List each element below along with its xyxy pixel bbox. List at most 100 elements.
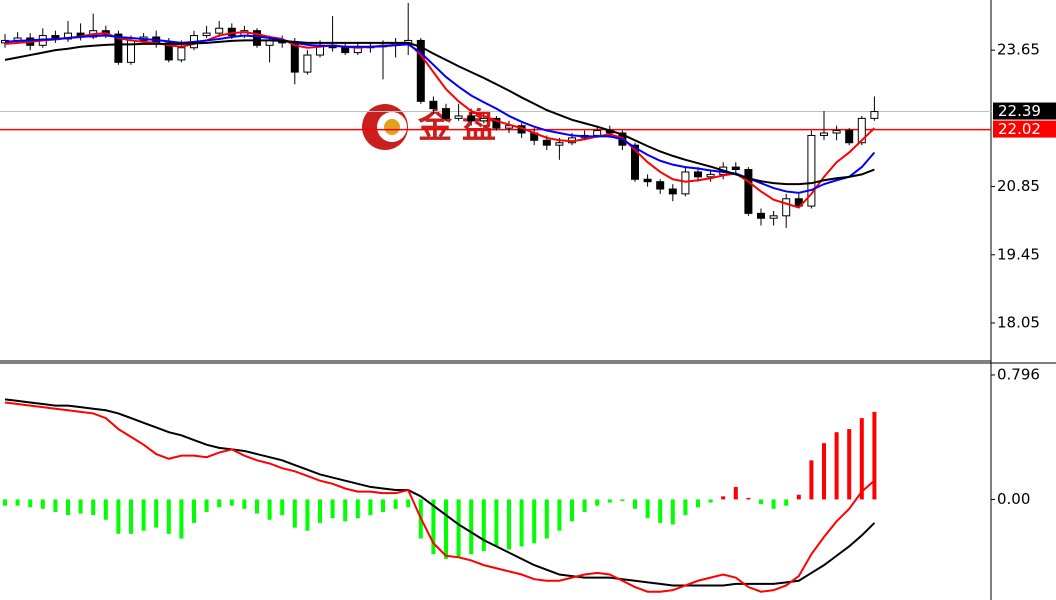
histogram-bar: [116, 499, 121, 534]
histogram-bar: [406, 499, 411, 508]
histogram-bar: [343, 499, 348, 522]
histogram-bar: [570, 499, 574, 522]
histogram-bar: [330, 499, 335, 519]
candle-body: [593, 130, 602, 136]
histogram-bar: [318, 499, 322, 523]
histogram-bar: [154, 499, 159, 528]
y-tick-label: 0.796: [997, 365, 1040, 383]
candle-body: [253, 30, 261, 46]
candle-body: [492, 117, 501, 129]
y-tick-label: 18.05: [997, 313, 1040, 331]
candle-body: [769, 215, 778, 219]
histogram-bar: [267, 499, 272, 520]
candle-body: [341, 47, 350, 54]
price-label: 22.39: [998, 102, 1041, 120]
histogram-bar: [645, 499, 650, 519]
histogram-bar: [129, 499, 133, 534]
histogram-bar: [759, 499, 763, 505]
candle-body: [744, 169, 753, 214]
histogram-bar: [582, 499, 587, 512]
histogram-bar: [859, 418, 864, 500]
price-label-box: [993, 102, 1056, 120]
histogram-bar: [91, 499, 96, 516]
y-tick-label: 23.65: [997, 41, 1040, 59]
histogram-bar: [393, 499, 398, 509]
histogram-bar: [381, 499, 385, 512]
candle-body: [807, 134, 816, 207]
candle-body: [303, 54, 312, 73]
candle-body: [832, 130, 841, 134]
candle-body: [820, 132, 828, 136]
candle-body: [416, 39, 425, 102]
histogram-bar: [507, 499, 511, 550]
histogram-bar: [229, 499, 234, 506]
candle-body: [782, 198, 791, 217]
histogram-bar: [557, 499, 562, 531]
histogram-bar: [784, 499, 789, 506]
histogram-bar: [179, 499, 184, 539]
watermark: 金盘: [417, 107, 506, 147]
histogram-bar: [355, 499, 360, 519]
histogram-bar: [847, 429, 852, 500]
moving-average: [4, 31, 876, 209]
y-tick-label: 19.45: [997, 245, 1040, 263]
y-tick-label: 20.85: [997, 177, 1040, 195]
histogram-bar: [204, 499, 209, 512]
candle-body: [454, 115, 463, 119]
histogram-bar: [733, 486, 738, 500]
histogram-bar: [469, 499, 474, 555]
candle-body: [177, 47, 186, 61]
histogram-bar: [822, 443, 826, 500]
histogram-bar: [872, 411, 877, 500]
candle-body: [429, 100, 438, 110]
histogram-bar: [280, 499, 285, 516]
histogram-bar: [670, 499, 675, 525]
candle-body: [757, 212, 765, 219]
histogram-bar: [696, 499, 700, 508]
candle-body: [215, 27, 224, 34]
histogram-bar: [544, 499, 549, 539]
histogram-bar: [192, 499, 196, 523]
candle-body: [668, 188, 677, 195]
histogram-bar: [292, 499, 297, 528]
candle-body: [857, 117, 866, 144]
candle-body: [542, 139, 551, 146]
histogram-bar: [444, 499, 448, 559]
histogram-bar: [633, 499, 637, 509]
histogram-bar: [255, 499, 259, 514]
histogram-bar: [305, 499, 310, 531]
y-tick-label: 0.00: [997, 490, 1030, 508]
histogram-bar: [78, 499, 83, 514]
macd-line: [4, 398, 876, 587]
histogram-bar: [141, 499, 146, 531]
histogram-bar: [683, 499, 688, 516]
candle-body: [555, 142, 564, 146]
macd-line: [4, 401, 876, 593]
histogram-bar: [519, 499, 524, 547]
histogram-bar: [242, 499, 247, 509]
histogram-bar: [721, 496, 726, 500]
histogram-bar: [3, 499, 7, 506]
candle-body: [694, 171, 702, 178]
moving-average: [4, 39, 875, 186]
candle-body: [290, 42, 299, 73]
logo: [362, 104, 408, 150]
histogram-bar: [494, 499, 499, 547]
histogram-bar: [368, 499, 373, 516]
histogram-bar: [481, 499, 486, 552]
histogram-bar: [217, 499, 222, 508]
histogram-bar: [796, 494, 801, 500]
histogram-bar: [595, 499, 600, 506]
candle-body: [870, 111, 879, 119]
histogram-bar: [809, 460, 814, 500]
candle-body: [202, 32, 211, 37]
histogram-bar: [607, 499, 612, 503]
histogram-bar: [40, 499, 45, 509]
logo-dot: [384, 119, 400, 135]
histogram-bar: [834, 432, 839, 500]
histogram-bar: [28, 499, 33, 508]
candle-body: [731, 166, 740, 171]
